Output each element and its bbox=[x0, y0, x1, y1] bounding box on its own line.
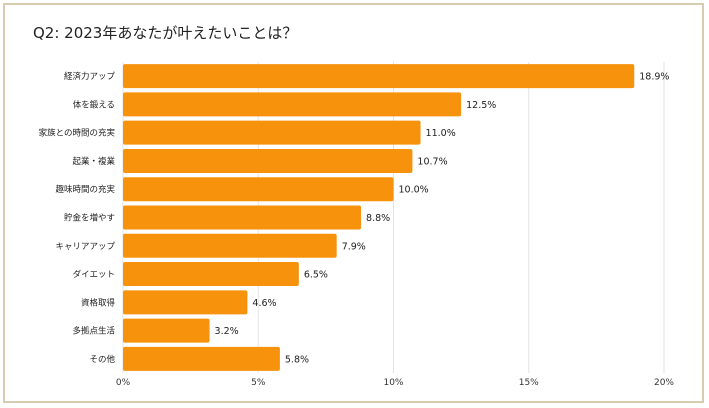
bars bbox=[123, 64, 635, 371]
data-label: 10.0% bbox=[399, 185, 429, 196]
category-label: 家族との時間の充実 bbox=[39, 128, 116, 139]
x-tick-label: 0% bbox=[116, 378, 131, 388]
category-label: 多拠点生活 bbox=[72, 326, 115, 337]
bar bbox=[123, 318, 210, 343]
category-label: 貯金を増やす bbox=[64, 213, 115, 224]
bar bbox=[123, 120, 421, 145]
bar bbox=[123, 262, 299, 287]
data-label: 8.8% bbox=[366, 213, 390, 224]
labels: 0% 5% 10% 15% 20% 経済力アップ 18.9% 体を鍛える 12.5% 家族との時間… bbox=[39, 71, 675, 388]
bar bbox=[123, 177, 394, 202]
data-label: 18.9% bbox=[639, 72, 669, 83]
data-label: 6.5% bbox=[304, 270, 328, 281]
category-label: その他 bbox=[89, 354, 115, 365]
bar bbox=[123, 92, 462, 117]
category-label: 経済力アップ bbox=[64, 71, 116, 82]
category-label: 資格取得 bbox=[81, 297, 116, 308]
data-label: 10.7% bbox=[417, 156, 447, 167]
data-label: 7.9% bbox=[342, 241, 366, 252]
x-tick-label: 10% bbox=[383, 378, 403, 388]
bar bbox=[123, 64, 635, 89]
category-label: ダイエット bbox=[73, 269, 115, 280]
data-label: 11.0% bbox=[426, 128, 456, 139]
category-label: 趣味時間の充実 bbox=[55, 184, 115, 195]
bar bbox=[123, 205, 362, 230]
data-label: 4.6% bbox=[252, 298, 276, 309]
bar bbox=[123, 148, 413, 173]
bar bbox=[123, 290, 248, 315]
category-label: 体を鍛える bbox=[73, 99, 115, 110]
bar bbox=[123, 233, 337, 258]
chart-title: Q2: 2023年あなたが叶えたいことは？ bbox=[33, 24, 298, 42]
x-tick-label: 15% bbox=[519, 378, 539, 388]
x-tick-label: 20% bbox=[654, 378, 674, 388]
data-label: 12.5% bbox=[466, 100, 496, 111]
data-label: 5.8% bbox=[285, 354, 309, 365]
category-label: キャリアアップ bbox=[55, 242, 115, 252]
category-label: 起業・複業 bbox=[72, 156, 115, 167]
data-label: 3.2% bbox=[215, 326, 239, 337]
x-tick-label: 5% bbox=[251, 378, 266, 388]
bar bbox=[123, 346, 280, 371]
